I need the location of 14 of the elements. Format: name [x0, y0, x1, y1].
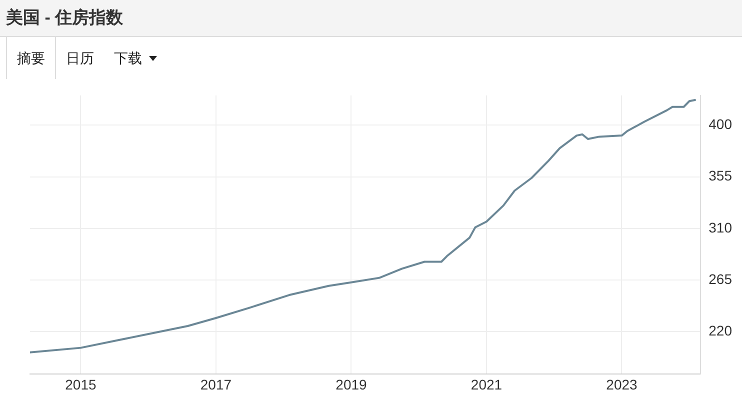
- y-tick-label: 220: [708, 322, 732, 339]
- y-tick-label: 265: [708, 270, 732, 287]
- x-tick-label: 2021: [470, 376, 502, 392]
- x-tick-label: 2017: [200, 376, 232, 392]
- text: 日历: [66, 49, 94, 68]
- y-tick-label: 355: [708, 168, 732, 184]
- x-tick-label: 2019: [336, 376, 368, 392]
- x-tick-label: 2015: [65, 376, 96, 392]
- y-tick-label: 310: [708, 219, 732, 236]
- chart-title: 美国 - 住房指数: [0, 0, 742, 37]
- y-tick-label: 400: [708, 116, 732, 132]
- text: 下载: [114, 49, 142, 68]
- x-tick-label: 2023: [606, 376, 638, 392]
- text: 摘要: [17, 49, 45, 68]
